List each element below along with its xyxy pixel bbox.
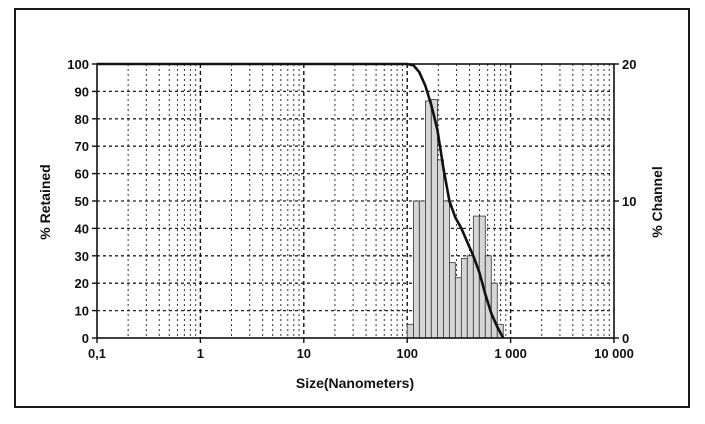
y-left-tick-label: 90 xyxy=(75,84,89,99)
histogram-bar xyxy=(460,258,468,339)
histogram-bar xyxy=(490,282,498,339)
y-left-tick-label: 0 xyxy=(82,331,89,346)
histogram-bar xyxy=(418,200,426,339)
y-left-tick-label: 70 xyxy=(75,139,89,154)
y-left-tick-label: 100 xyxy=(67,57,89,72)
y-left-tick-label: 80 xyxy=(75,112,89,127)
x-axis-label: Size(Nanometers) xyxy=(296,375,414,391)
y-axis-right-label: % Channel xyxy=(649,166,665,238)
x-tick-label: 10 xyxy=(297,346,311,361)
cumulative-curve xyxy=(97,62,505,339)
y-left-tick-label: 10 xyxy=(75,304,89,319)
y-left-tick-label: 60 xyxy=(75,167,89,182)
histogram-bar xyxy=(437,159,444,339)
y-axis-left-label: % Retained xyxy=(37,164,53,239)
histogram-bar xyxy=(406,323,414,339)
histogram-bar xyxy=(443,200,450,339)
histogram-bar xyxy=(449,262,456,339)
histogram-bar xyxy=(425,100,432,339)
y-right-tick-label: 10 xyxy=(622,194,636,209)
histogram-bar xyxy=(413,200,420,339)
y-left-tick-label: 40 xyxy=(75,221,89,236)
x-tick-label: 100 xyxy=(396,346,418,361)
histogram-bar xyxy=(466,255,474,339)
y-axis-left-ticks: 0 10 20 30 40 50 60 70 80 90 100 xyxy=(67,57,97,346)
x-tick-label: 1 000 xyxy=(494,346,527,361)
chart-frame xyxy=(14,8,690,408)
x-tick-label: 1 xyxy=(197,346,204,361)
y-left-tick-label: 20 xyxy=(75,276,89,291)
grid-lines xyxy=(97,64,614,338)
histogram-bar xyxy=(454,277,462,339)
x-tick-label: 10 000 xyxy=(594,346,634,361)
y-axis-right-ticks: 0 10 20 xyxy=(614,57,636,346)
y-left-tick-label: 30 xyxy=(75,249,89,264)
y-left-tick-label: 50 xyxy=(75,194,89,209)
x-tick-label: 0,1 xyxy=(88,346,106,361)
y-right-tick-label: 20 xyxy=(622,57,636,72)
histogram-bar xyxy=(472,215,480,339)
cumulative-line xyxy=(97,62,505,339)
x-axis-ticks: 0,1 1 10 100 1 000 10 000 xyxy=(88,338,634,361)
histogram-bar xyxy=(430,99,438,339)
y-right-tick-label: 0 xyxy=(622,331,629,346)
